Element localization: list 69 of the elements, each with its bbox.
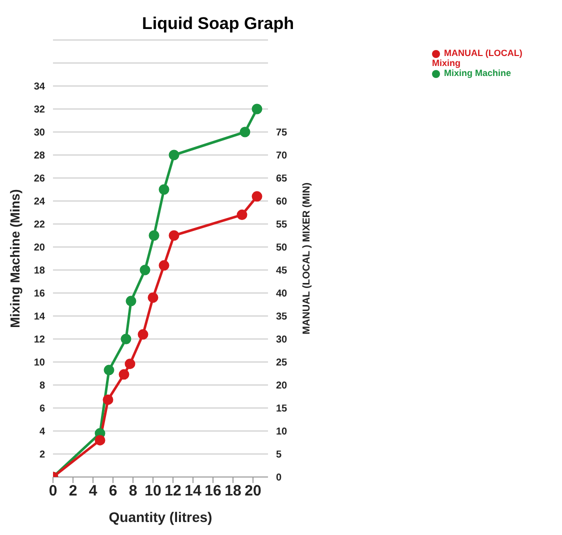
point [148, 292, 158, 303]
y-tick-label: 6 [39, 404, 46, 415]
x-tick-label: 12 [164, 482, 182, 500]
y-tick-label: 30 [34, 128, 46, 139]
point [158, 184, 170, 195]
x-tick-label: 16 [204, 482, 222, 500]
y2-tick-label: 75 [276, 128, 288, 139]
y2-tick-label: 60 [276, 196, 288, 208]
point [252, 191, 262, 202]
y-axis-title: Mixing Machine (Mins) [8, 189, 23, 328]
point [126, 296, 136, 306]
y-tick-label: 26 [34, 174, 46, 185]
point [102, 394, 114, 405]
x-tick-label: 2 [68, 482, 78, 500]
y-tick-label: 12 [34, 334, 46, 346]
point [148, 230, 160, 241]
y2-tick-label: 25 [276, 358, 288, 369]
y-tick-label: 16 [34, 288, 46, 300]
legend-label: Mixing Machine [444, 68, 512, 78]
x-axis-title: Quantity (litres) [108, 509, 212, 525]
x-tick-label: 10 [144, 482, 162, 500]
point [240, 126, 250, 138]
y2-tick-label: 45 [276, 266, 288, 277]
x-tick-label: 0 [48, 482, 58, 500]
x-tick-label: 14 [184, 482, 202, 500]
y-tick-label: 20 [34, 242, 46, 254]
point [158, 260, 170, 271]
y-tick-label: 24 [34, 196, 46, 208]
point [168, 230, 180, 241]
y-tick-label: 18 [34, 266, 46, 277]
point [252, 104, 262, 114]
legend-label: MANUAL (LOCAL) Mixing [432, 48, 522, 68]
point [94, 434, 106, 446]
y-tick-label: 28 [34, 150, 46, 162]
x-tick-label: 6 [108, 482, 118, 500]
y2-tick-label: 10 [276, 426, 288, 438]
y-tick-label: 8 [39, 380, 46, 392]
y2-tick-label: 30 [276, 334, 288, 346]
y2-tick-label: 65 [276, 174, 288, 185]
y-tick-label: 32 [34, 104, 46, 116]
point [104, 364, 114, 376]
y-tick-label: 34 [34, 82, 46, 93]
y2-tick-label: 15 [276, 404, 288, 415]
y2-tick-label: 70 [276, 150, 288, 162]
x-tick-label: 18 [224, 482, 242, 500]
point [138, 329, 148, 340]
y2-tick-label: 55 [276, 220, 288, 231]
point [140, 264, 150, 276]
x-tick-label: 4 [88, 482, 98, 500]
y2-tick-label: 20 [276, 380, 288, 392]
x-tick-label: 20 [244, 482, 262, 500]
y-tick-label: 14 [34, 312, 46, 323]
y2-tick-label: 40 [276, 288, 288, 300]
y2-tick-label: 50 [276, 242, 288, 254]
point [120, 334, 132, 344]
point [168, 150, 180, 160]
y-tick-label: 2 [39, 450, 46, 461]
point [236, 210, 248, 220]
y2-tick-label: 35 [276, 312, 288, 323]
y-tick-label: 10 [34, 358, 46, 369]
y-tick-label: 22 [34, 220, 46, 231]
chart-title: Liquid Soap Graph [140, 14, 296, 34]
point [124, 358, 136, 370]
x-tick-label: 8 [128, 482, 138, 500]
y-tick-label: 4 [39, 426, 46, 438]
point [118, 369, 130, 380]
y2-axis-title: MANUAL (LOCAL ) MIXER (MIN) [302, 182, 313, 334]
y2-tick-label: 0 [276, 472, 282, 484]
y2-tick-label: 5 [276, 450, 282, 461]
